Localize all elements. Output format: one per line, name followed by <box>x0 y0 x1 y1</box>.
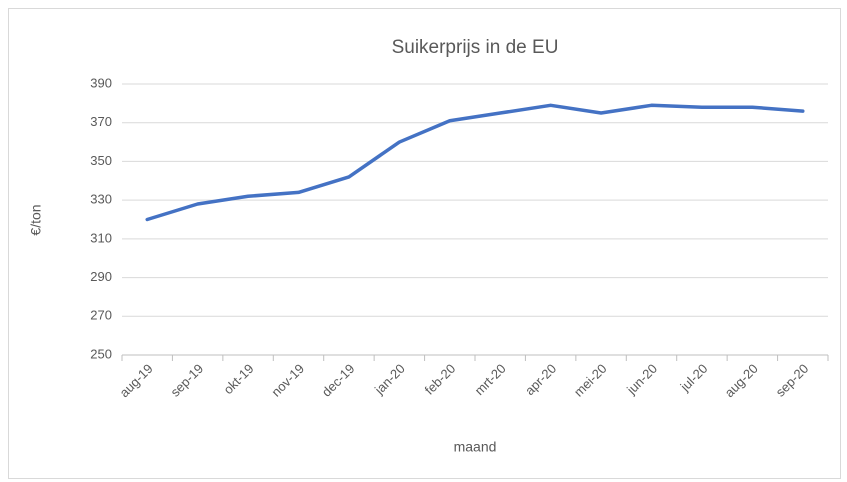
y-tick-label: 270 <box>90 308 112 323</box>
y-tick-label: 310 <box>90 230 112 245</box>
y-tick-label: 390 <box>90 75 112 90</box>
data-line <box>145 103 805 222</box>
y-axis-title: €/ton <box>28 204 44 235</box>
x-axis-title: maand <box>454 439 497 455</box>
y-tick-label: 350 <box>90 153 112 168</box>
y-tick-label: 330 <box>90 192 112 207</box>
chart-frame <box>8 8 841 479</box>
y-tick-label: 370 <box>90 114 112 129</box>
chart-title: Suikerprijs in de EU <box>392 37 559 58</box>
y-tick-label: 290 <box>90 269 112 284</box>
y-tick-label: 250 <box>90 346 112 361</box>
